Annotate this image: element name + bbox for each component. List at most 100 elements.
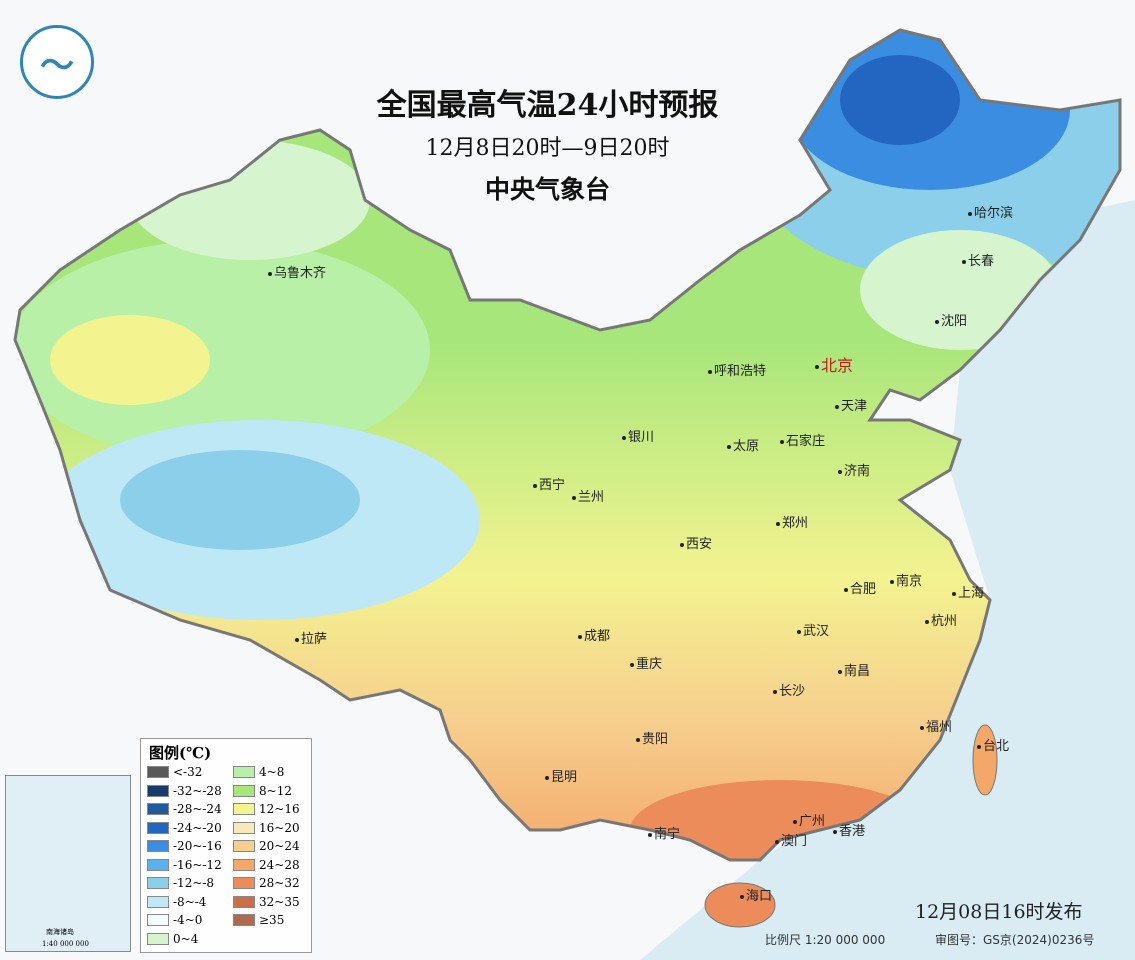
city-label: 沈阳	[935, 310, 967, 329]
legend-swatch	[233, 784, 255, 797]
legend-item: 16~20	[233, 821, 300, 835]
city-label: 上海	[952, 582, 984, 601]
legend-label: -28~-24	[173, 802, 222, 816]
city-label: 北京	[815, 352, 853, 376]
legend-swatch	[233, 766, 255, 778]
city-label: 西安	[680, 533, 712, 552]
city-label: 福州	[920, 716, 952, 735]
legend-item: -12~-8	[147, 876, 214, 890]
legend-item: 20~24	[233, 839, 300, 853]
legend-swatch	[233, 895, 255, 908]
legend-swatch	[233, 840, 255, 852]
legend-item: 0~4	[147, 932, 198, 946]
legend-label: ≥35	[259, 913, 285, 927]
publish-time: 12月08日16时发布	[915, 901, 1083, 923]
approval-number: 审图号：GS京(2024)0236号	[935, 933, 1095, 947]
legend-label: -24~-20	[173, 820, 222, 835]
legend-item: <-32	[147, 765, 202, 779]
city-label: 南京	[890, 570, 922, 589]
legend-label: 12~16	[259, 802, 300, 816]
legend-label: 20~24	[259, 839, 300, 853]
inset-scale: 1:40 000 000	[42, 940, 89, 948]
legend-item: 8~12	[233, 784, 292, 798]
legend-item: 32~35	[233, 895, 300, 909]
legend-title: 图例(℃)	[149, 744, 212, 762]
legend-label: -12~-8	[173, 876, 215, 890]
legend-label: -8~-4	[173, 894, 207, 909]
legend-label: <-32	[173, 765, 203, 779]
legend-label: 28~32	[259, 876, 300, 890]
legend-label: 24~28	[259, 857, 300, 872]
city-label: 杭州	[925, 610, 957, 629]
city-label: 长沙	[773, 680, 805, 699]
inset-label: 南海诸岛	[46, 928, 74, 936]
legend-swatch	[147, 766, 169, 778]
legend-label: -32~-28	[173, 783, 222, 798]
city-label: 广州	[793, 810, 825, 829]
legend-label: 16~20	[259, 820, 300, 835]
cma-logo: 〜	[20, 25, 94, 99]
legend-label: 4~8	[259, 765, 285, 779]
legend-item: -32~-28	[147, 784, 222, 798]
legend: 图例(℃) <-32 -32~-28 -28~-24 -24~-20 -20~-16 -1…	[140, 738, 312, 953]
city-label: 银川	[622, 426, 654, 445]
legend-item: -20~-16	[147, 839, 222, 853]
legend-label: 32~35	[259, 894, 300, 909]
city-label: 长春	[962, 250, 994, 269]
legend-label: -20~-16	[173, 839, 222, 853]
legend-swatch	[147, 858, 169, 871]
legend-swatch	[233, 877, 255, 889]
legend-label: 0~4	[173, 931, 199, 946]
city-label: 台北	[977, 735, 1009, 754]
legend-label: -4~0	[173, 913, 203, 927]
forecast-period: 12月8日20时—9日20时	[425, 136, 670, 161]
legend-item: -8~-4	[147, 895, 206, 909]
city-label: 重庆	[630, 653, 662, 672]
map-title: 全国最高气温24小时预报	[376, 88, 719, 123]
legend-swatch	[147, 932, 169, 945]
city-label: 石家庄	[780, 430, 825, 449]
legend-swatch	[147, 784, 169, 797]
city-label: 太原	[727, 435, 759, 454]
city-label: 武汉	[797, 620, 829, 639]
city-label: 昆明	[545, 766, 577, 785]
city-label: 拉萨	[295, 628, 327, 647]
legend-label: 8~12	[259, 783, 292, 798]
legend-swatch	[147, 821, 169, 834]
legend-item: ≥35	[233, 913, 284, 927]
south-china-sea-inset: 南海诸岛 1:40 000 000	[5, 775, 131, 952]
city-label: 海口	[740, 885, 772, 904]
city-label: 呼和浩特	[708, 360, 766, 379]
legend-swatch	[147, 803, 169, 815]
city-label: 乌鲁木齐	[268, 262, 326, 281]
sea	[640, 200, 1135, 960]
legend-swatch	[147, 914, 169, 926]
legend-swatch	[233, 914, 255, 926]
city-label: 西宁	[533, 474, 565, 493]
legend-item: -24~-20	[147, 821, 222, 835]
legend-swatch	[147, 877, 169, 889]
city-label: 成都	[578, 625, 610, 644]
legend-item: -16~-12	[147, 858, 222, 872]
legend-swatch	[233, 803, 255, 815]
legend-swatch	[147, 895, 169, 908]
city-label: 贵阳	[636, 728, 668, 747]
city-label: 济南	[838, 460, 870, 479]
legend-item: 4~8	[233, 765, 284, 779]
legend-item: 12~16	[233, 802, 300, 816]
legend-label: -16~-12	[173, 857, 222, 872]
legend-swatch	[233, 821, 255, 834]
city-label: 南昌	[838, 660, 870, 679]
city-label: 南宁	[648, 823, 680, 842]
city-label: 澳门	[775, 830, 807, 849]
legend-swatch	[233, 858, 255, 871]
legend-swatch	[147, 840, 169, 852]
city-label: 哈尔滨	[968, 202, 1013, 221]
legend-item: -28~-24	[147, 802, 222, 816]
map-scale: 比例尺 1:20 000 000	[765, 933, 886, 947]
city-label: 香港	[833, 820, 865, 839]
city-label: 天津	[835, 395, 867, 414]
agency-name: 中央气象台	[484, 175, 610, 204]
